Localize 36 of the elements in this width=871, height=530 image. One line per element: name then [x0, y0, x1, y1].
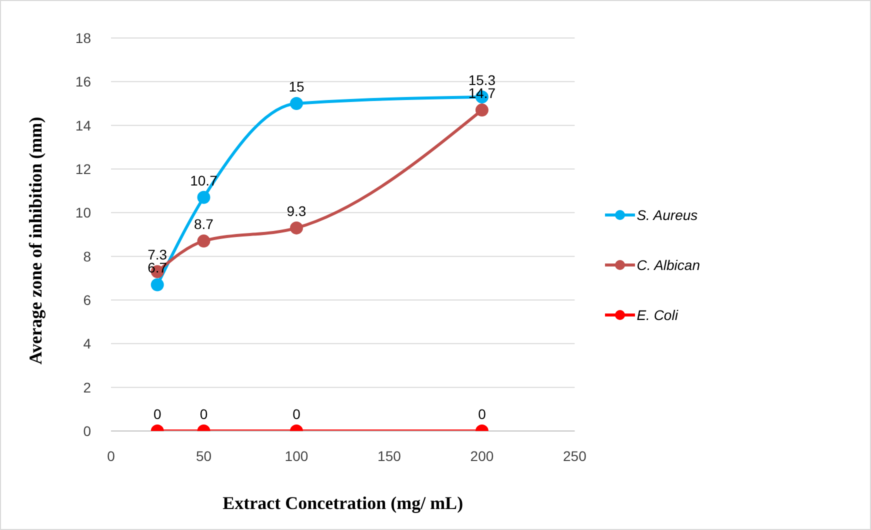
- x-tick-label: 50: [196, 448, 212, 464]
- data-label: 9.3: [286, 202, 306, 219]
- legend-label: E. Coli: [636, 307, 678, 323]
- data-label: 7.3: [148, 246, 168, 263]
- point: [150, 278, 164, 292]
- data-label: 8.7: [194, 216, 214, 232]
- y-tick-label: 10: [75, 204, 92, 221]
- x-tick-label: 0: [107, 448, 116, 464]
- x-axis-title: Extract Concetration (mg/ mL): [222, 493, 464, 513]
- y-tick-label: 14: [75, 117, 92, 134]
- x-tick-label: 200: [470, 448, 494, 464]
- y-tick-label: 0: [83, 422, 92, 439]
- point: [290, 221, 303, 234]
- data-label: 0: [153, 406, 162, 422]
- data-label: 0: [200, 406, 208, 422]
- legend-label: S. Aureus: [636, 207, 698, 223]
- x-tick-label: 250: [563, 448, 587, 464]
- y-tick-label: 16: [75, 74, 92, 90]
- point: [197, 234, 210, 248]
- y-tick-label: 6: [83, 292, 92, 308]
- data-label: 15.3: [468, 72, 496, 88]
- legend-label: C. Albican: [636, 257, 700, 273]
- y-tick-label: 2: [83, 379, 92, 396]
- data-label: 0: [292, 406, 301, 422]
- point: [290, 97, 303, 110]
- y-tick-label: 4: [83, 336, 92, 352]
- y-tick-label: 12: [75, 160, 92, 177]
- x-tick-label: 100: [284, 448, 308, 464]
- data-label: 15: [288, 78, 304, 94]
- y-tick-label: 8: [83, 248, 92, 264]
- point: [475, 104, 488, 117]
- y-tick-label: 18: [75, 30, 92, 46]
- data-label: 0: [478, 406, 486, 422]
- y-axis-title: Average zone of inhibition (mm): [25, 116, 46, 364]
- x-tick-label: 150: [378, 448, 402, 464]
- point: [197, 190, 210, 204]
